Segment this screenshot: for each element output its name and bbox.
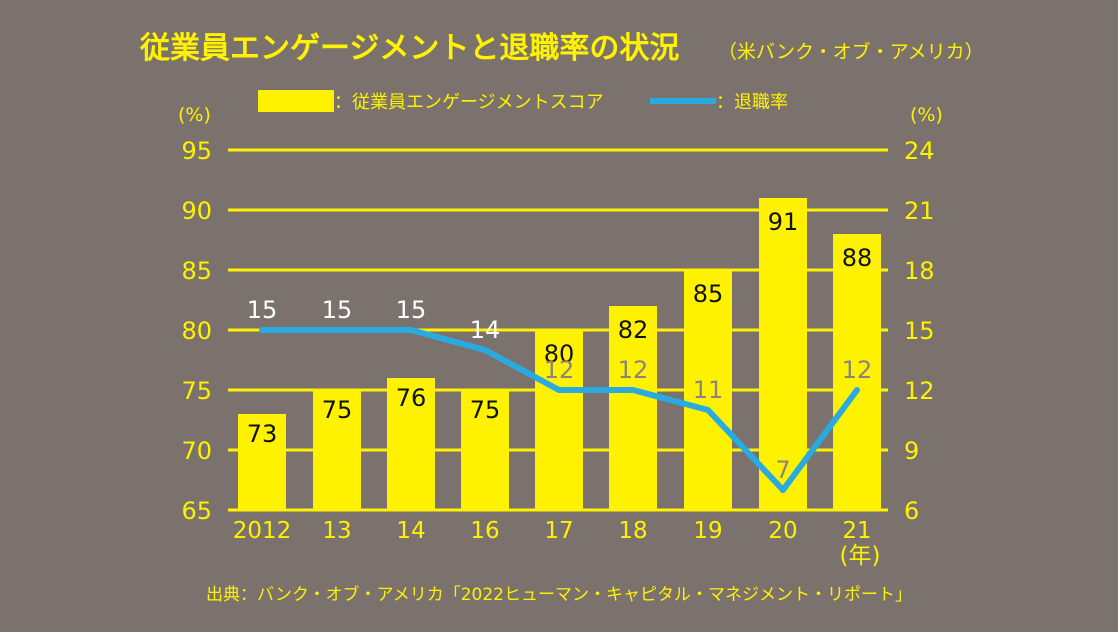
x-tick-label: 18 (618, 518, 647, 544)
line-point (259, 327, 265, 333)
line-series (259, 327, 860, 493)
left-axis-tick-label: 80 (181, 317, 212, 345)
chart-title: 従業員エンゲージメントと退職率の状況 (139, 31, 679, 66)
line-value-label: 12 (842, 356, 873, 384)
legend-swatch-bar (258, 90, 334, 112)
line-value-label: 14 (470, 316, 501, 344)
bar-series (238, 198, 881, 510)
left-axis-tick-label: 75 (181, 377, 212, 405)
right-axis-tick-label: 9 (904, 437, 919, 465)
right-axis-unit: (%) (910, 104, 943, 126)
left-axis-tick-label: 65 (181, 497, 212, 525)
line-point (482, 347, 488, 353)
line-point (408, 327, 414, 333)
x-tick-label: 16 (470, 518, 499, 544)
x-tick-label: 17 (544, 518, 573, 544)
right-axis-ticks: 6 9 12 15 18 21 24 (904, 137, 935, 525)
x-tick-label: 21 (842, 518, 871, 544)
line-value-label: 15 (247, 296, 278, 324)
line-value-label: 7 (775, 456, 790, 484)
x-tick-label: 2012 (233, 518, 292, 544)
left-axis-tick-label: 90 (181, 197, 212, 225)
left-axis-tick-label: 95 (181, 137, 212, 165)
right-axis-tick-label: 24 (904, 137, 935, 165)
line-point (630, 387, 636, 393)
bar (535, 330, 583, 510)
line-point (334, 327, 340, 333)
line-value-label: 12 (618, 356, 649, 384)
bar-data-labels: 73 75 76 75 80 82 85 91 88 (247, 208, 873, 448)
bar-value-label: 91 (768, 208, 799, 236)
x-tick-label: 13 (322, 518, 351, 544)
bar-value-label: 76 (396, 384, 427, 412)
line-value-label: 12 (544, 356, 575, 384)
bar (238, 414, 286, 510)
bar-value-label: 73 (247, 420, 278, 448)
line-data-labels: 15 15 15 14 12 12 11 7 12 (247, 296, 873, 484)
left-axis-ticks: 65 70 75 80 85 90 95 (181, 137, 212, 525)
line-point (556, 387, 562, 393)
left-axis-tick-label: 70 (181, 437, 212, 465)
x-tick-label: 20 (768, 518, 797, 544)
left-axis-tick-label: 85 (181, 257, 212, 285)
x-axis-unit: (年) (840, 543, 881, 569)
chart-subtitle: （米バンク・オブ・アメリカ） (718, 40, 984, 63)
source-note: 出典：バンク・オブ・アメリカ「2022ヒューマン・キャピタル・マネジメント・リポ… (206, 584, 912, 605)
bar-value-label: 80 (544, 340, 575, 368)
line-value-label: 15 (396, 296, 427, 324)
line-point (705, 407, 711, 413)
right-axis-tick-label: 18 (904, 257, 935, 285)
x-axis-ticks: 2012 13 14 16 17 18 19 20 21 (233, 518, 872, 544)
bar (833, 234, 881, 510)
left-axis-unit: (%) (178, 104, 211, 126)
bar (759, 198, 807, 510)
line-point (780, 487, 786, 493)
bar (461, 390, 509, 510)
right-axis-tick-label: 6 (904, 497, 919, 525)
bar-value-label: 75 (470, 396, 501, 424)
right-axis-tick-label: 15 (904, 317, 935, 345)
legend-label-turnover: ：退職率 (716, 92, 788, 113)
bar-value-label: 82 (618, 316, 649, 344)
line-value-label: 15 (322, 296, 353, 324)
bar (387, 378, 435, 510)
line-value-label: 11 (693, 376, 724, 404)
line-point (854, 387, 860, 393)
x-tick-label: 14 (396, 518, 425, 544)
bar (684, 270, 732, 510)
bar-value-label: 88 (842, 244, 873, 272)
bar (313, 390, 361, 510)
right-axis-tick-label: 12 (904, 377, 935, 405)
bar (609, 306, 657, 510)
bar-value-label: 75 (322, 396, 353, 424)
right-axis-tick-label: 21 (904, 197, 935, 225)
x-tick-label: 19 (693, 518, 722, 544)
bar-value-label: 85 (693, 280, 724, 308)
legend-label-engagement: ：従業員エンゲージメントスコア (334, 92, 604, 113)
